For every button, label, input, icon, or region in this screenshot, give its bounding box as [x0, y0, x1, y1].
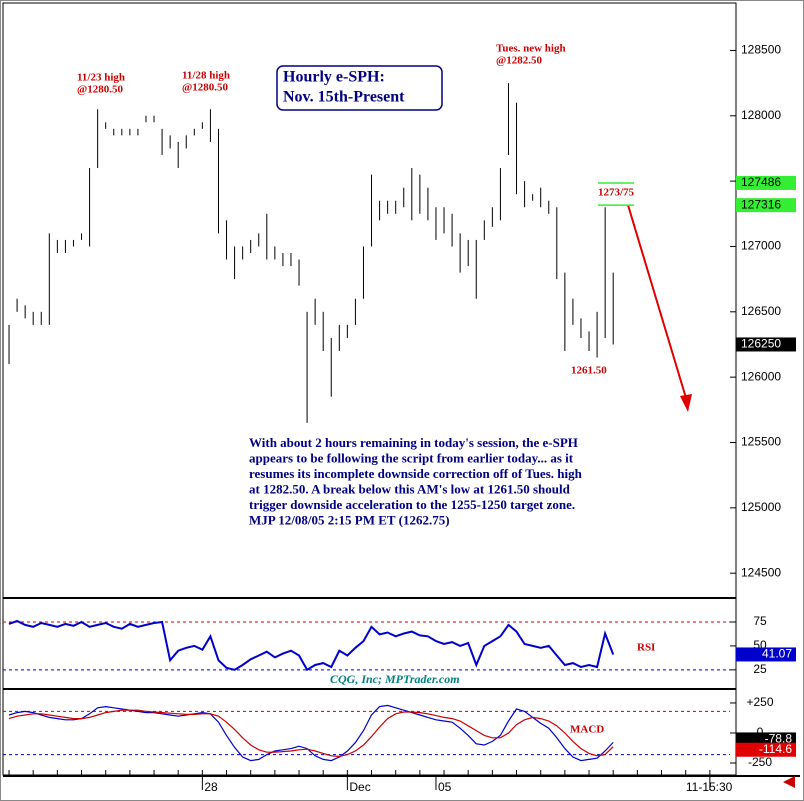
last-value-label: 41.07 [762, 647, 792, 661]
annotation: 11/23 high [77, 72, 125, 84]
x-tick-label: 28 [204, 780, 218, 794]
scroll-marker [783, 776, 795, 788]
y-tick-label: 128000 [741, 108, 781, 122]
arrow-head [680, 394, 692, 412]
title-box [276, 65, 443, 111]
x-tick-label: 11-15:30 [686, 780, 733, 794]
note-line: With about 2 hours remaining in today's … [249, 435, 578, 450]
level-box [736, 175, 796, 190]
legend-label: RSI [637, 642, 655, 654]
y-tick-label: 126500 [741, 304, 781, 318]
x-tick-label: Dec [349, 780, 370, 794]
level-label: 127316 [741, 197, 781, 211]
annotation: @1282.50 [496, 55, 542, 67]
series-line [8, 704, 614, 762]
chart-title: Nov. 15th-Present [283, 89, 405, 106]
y-tick-label: 127000 [741, 239, 781, 253]
arrow [627, 204, 687, 399]
y-tick-label: 124500 [741, 565, 781, 579]
chart-title: Hourly e-SPH: [283, 69, 385, 86]
annotation: Tues. new high [496, 43, 566, 55]
y-tick-label: 25 [753, 662, 767, 676]
series-line [8, 619, 615, 672]
y-tick-label: 125000 [741, 500, 781, 514]
annotation: @1280.50 [182, 82, 228, 94]
legend-label: MACD [570, 724, 604, 736]
y-tick-label: -250 [748, 755, 772, 769]
note-line: appears to be following the script from … [249, 450, 574, 465]
note-line: at 1282.50. A break below this AM's low … [249, 481, 571, 496]
x-tick-label: 05 [438, 780, 452, 794]
annotation: 1261.50 [571, 365, 607, 377]
source: CQG, Inc; MPTrader.com [330, 672, 460, 686]
y-tick-label: 0 [757, 725, 764, 739]
last-value-box [736, 647, 796, 662]
last-label: 126250 [741, 337, 781, 351]
y-tick-label: 125500 [741, 435, 781, 449]
annotation: 11/28 high [182, 70, 230, 82]
plot-frame [2, 2, 737, 776]
level-label: 127486 [741, 175, 781, 189]
last-value-box [736, 742, 796, 757]
level-box [736, 198, 796, 213]
last-box [736, 337, 796, 352]
annotation: @1280.50 [77, 84, 123, 96]
last-value-label: -78.8 [765, 732, 793, 746]
note-line: MJP 12/08/05 2:15 PM ET (1262.75) [249, 512, 450, 527]
y-tick-label: 128500 [741, 43, 781, 57]
note-line: trigger downside acceleration to the 125… [249, 497, 575, 512]
annotation: 1273/75 [598, 187, 635, 199]
y-tick-label: +250 [746, 695, 773, 709]
last-value-label: -114.6 [759, 742, 792, 756]
note-line: resumes its incomplete downside correcti… [249, 466, 583, 481]
series-line [8, 709, 614, 758]
y-tick-label: 75 [753, 614, 767, 628]
y-tick-label: 126000 [741, 369, 781, 383]
